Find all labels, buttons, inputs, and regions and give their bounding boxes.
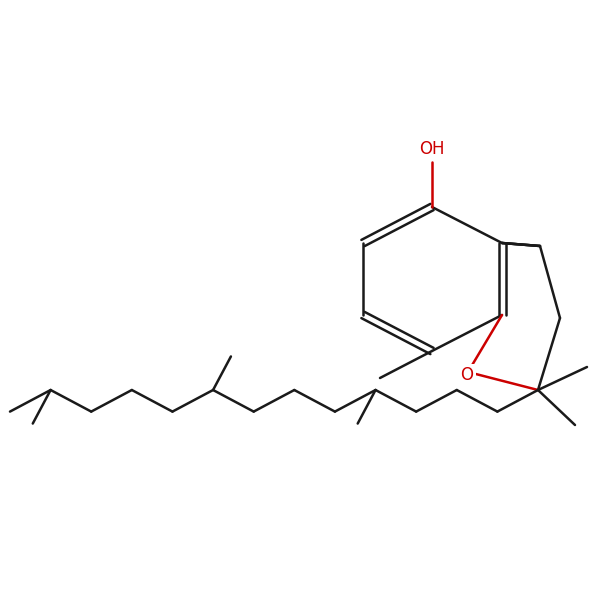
Text: OH: OH <box>419 140 445 158</box>
Text: O: O <box>461 366 473 384</box>
